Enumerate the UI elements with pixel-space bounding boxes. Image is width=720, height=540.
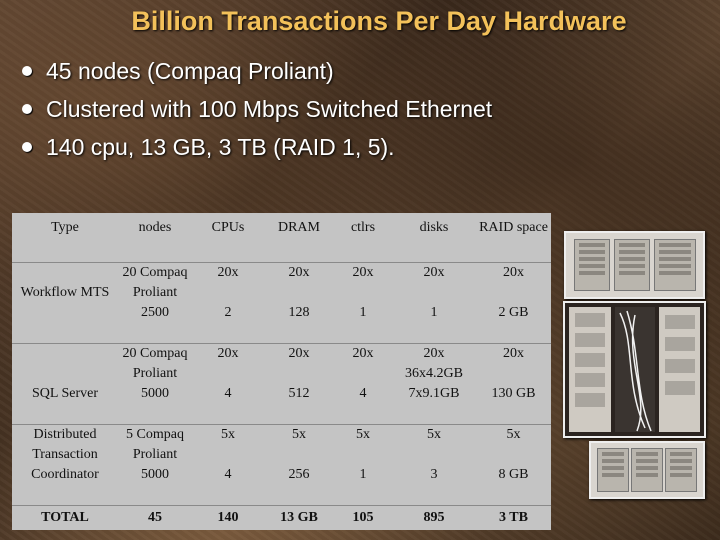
table-row: 2 128 1 1 2 GB <box>12 303 551 344</box>
bullet-item: 140 cpu, 13 GB, 3 TB (RAID 1, 5). <box>18 128 492 166</box>
bullet-item: Clustered with 100 Mbps Switched Etherne… <box>18 90 492 128</box>
cell: 4 <box>224 467 232 482</box>
bullet-icon <box>22 142 32 152</box>
cell: 20x <box>264 262 334 303</box>
header-nodes: nodes <box>138 220 172 235</box>
cell: 5x <box>264 424 334 465</box>
cell: 4 <box>224 386 232 401</box>
cell: 13 GB <box>264 505 334 530</box>
cell: 512 <box>288 386 310 401</box>
table-row: 4 512 4 130 GB <box>12 384 551 425</box>
cell: 3 TB <box>476 505 551 530</box>
bullet-item: 45 nodes (Compaq Proliant) <box>18 52 492 90</box>
header-dram: DRAM <box>277 220 320 235</box>
type-cell: Workflow MTS <box>12 262 118 344</box>
bullet-icon <box>22 66 32 76</box>
bullet-list: 45 nodes (Compaq Proliant) Clustered wit… <box>18 52 492 166</box>
table-row: Workflow MTS 20 Compaq Proliant 2500 20x… <box>12 262 551 344</box>
total-row: TOTAL 45 140 13 GB 105 895 3 TB <box>12 505 551 530</box>
cell: 20x <box>476 262 551 303</box>
cell: 45 <box>118 505 192 530</box>
cell: 5x <box>192 424 264 465</box>
cell: 20x <box>264 343 334 384</box>
cell: 20x <box>423 346 445 361</box>
cell: 20x <box>476 343 551 384</box>
cell: 5x <box>392 424 476 465</box>
cell: 20x <box>192 343 264 384</box>
nodes-cell: 20 Compaq Proliant 5000 <box>118 343 192 425</box>
cell: 1 <box>430 305 438 320</box>
cell: 5x <box>334 424 392 465</box>
nodes-cell: 5 Compaq Proliant 5000 <box>118 424 192 506</box>
slide-title: Billion Transactions Per Day Hardware <box>131 6 627 36</box>
bullet-text: 140 cpu, 13 GB, 3 TB (RAID 1, 5). <box>46 133 395 160</box>
cell: 895 <box>392 505 476 530</box>
table-row: 4 256 1 3 8 GB <box>12 465 551 506</box>
server-photo-small <box>589 441 705 499</box>
cell: 1 <box>359 467 367 482</box>
rack-cabling-graphic <box>569 307 700 432</box>
cell: 130 GB <box>491 386 536 401</box>
cell: 2 <box>224 305 232 320</box>
bullet-text: Clustered with 100 Mbps Switched Etherne… <box>46 95 493 122</box>
cell: 1 <box>359 305 367 320</box>
type-cell: SQL Server <box>12 343 118 425</box>
cell: 140 <box>192 505 264 530</box>
table-row: SQL Server 20 Compaq Proliant 5000 20x 2… <box>12 343 551 425</box>
cell: 128 <box>288 305 310 320</box>
hardware-table: Type nodes CPUs DRAM ctlrs disks RAID sp… <box>12 213 551 530</box>
cell: 4 <box>359 386 367 401</box>
header-disks: disks <box>419 220 449 235</box>
header-ctlrs: ctlrs <box>350 220 376 235</box>
cell: 36x4.2GB 7x9.1GB <box>405 366 463 401</box>
cell: 3 <box>430 467 438 482</box>
header-type: Type <box>51 220 79 235</box>
type-cell: Distributed Transaction Coordinator <box>12 424 118 506</box>
cell: 20x <box>334 262 392 303</box>
cell: 20x <box>192 262 264 303</box>
cell: 5x <box>476 424 551 465</box>
table-row: Distributed Transaction Coordinator 5 Co… <box>12 424 551 506</box>
cell: 256 <box>288 467 310 482</box>
cell: 105 <box>334 505 392 530</box>
bullet-icon <box>22 104 32 114</box>
nodes-cell: 20 Compaq Proliant 2500 <box>118 262 192 344</box>
cell: 20x <box>392 262 476 303</box>
cell: 20x <box>334 343 392 384</box>
bullet-text: 45 nodes (Compaq Proliant) <box>46 57 334 84</box>
disks-cell: 20x 36x4.2GB 7x9.1GB <box>392 343 476 425</box>
table-header-row: Type nodes CPUs DRAM ctlrs disks RAID sp… <box>12 213 551 263</box>
total-label: TOTAL <box>12 505 118 530</box>
rack-cabling-photo <box>563 301 706 438</box>
server-photo <box>564 231 705 299</box>
cell: 8 GB <box>498 467 529 482</box>
header-cpus: CPUs <box>211 220 245 235</box>
header-raid-space: RAID space <box>479 220 548 235</box>
cell: 2 GB <box>498 305 529 320</box>
